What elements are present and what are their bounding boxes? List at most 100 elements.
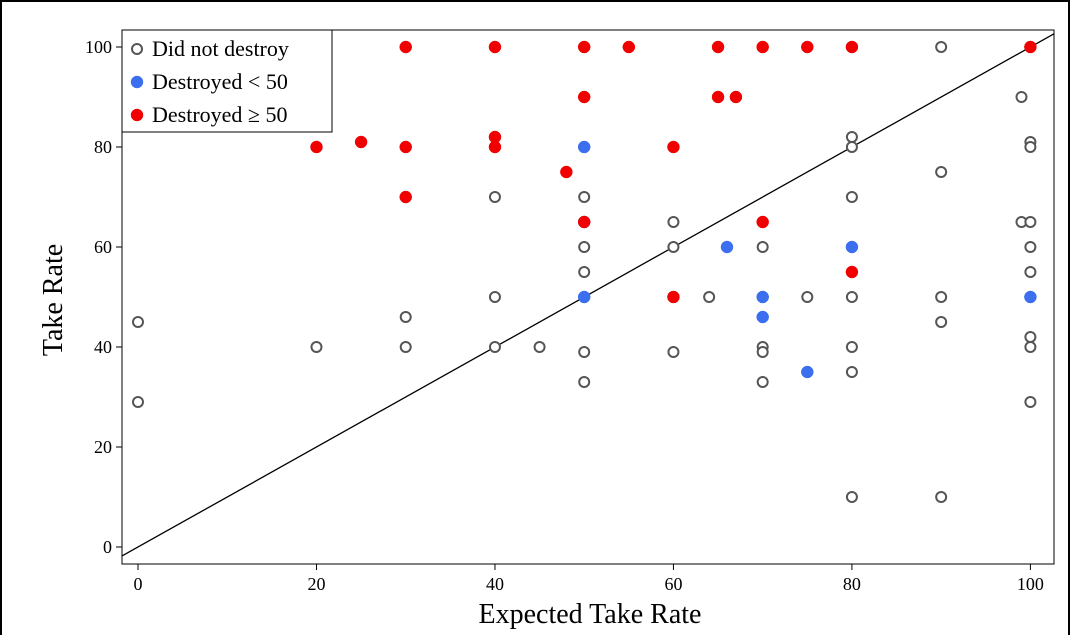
data-point (845, 341, 858, 353)
data-point (1024, 396, 1037, 408)
data-point (711, 90, 725, 104)
data-point (845, 491, 858, 503)
data-point (801, 40, 814, 54)
series-3 (310, 40, 1037, 304)
points-layer (132, 40, 1037, 503)
data-point (577, 40, 591, 54)
legend-marker (130, 75, 144, 89)
data-point (1024, 141, 1037, 153)
y-tick-label: 100 (85, 37, 112, 57)
data-point (667, 241, 680, 253)
data-point (399, 311, 412, 323)
x-tick-label: 0 (134, 574, 143, 594)
legend-box (121, 29, 333, 133)
data-point (488, 191, 501, 203)
data-point (578, 346, 591, 358)
data-point (756, 241, 769, 253)
data-point (845, 40, 859, 54)
legend-label: Did not destroy (152, 36, 289, 61)
data-point (1024, 241, 1037, 253)
data-point (310, 140, 323, 154)
data-point (1015, 91, 1028, 103)
data-point (577, 90, 591, 104)
data-point (756, 310, 769, 324)
data-point (801, 291, 814, 303)
series-2 (577, 140, 1037, 379)
y-tick-label: 20 (94, 437, 112, 457)
data-point (729, 90, 743, 104)
data-point (533, 341, 546, 353)
y-tick-label: 60 (94, 237, 112, 257)
data-point (577, 140, 591, 154)
data-point (667, 216, 680, 228)
data-point (935, 491, 948, 503)
data-point (488, 40, 502, 54)
data-point (935, 291, 948, 303)
data-point (845, 141, 858, 153)
data-point (667, 290, 680, 304)
data-point (578, 266, 591, 278)
data-point (801, 365, 814, 379)
data-point (1024, 290, 1037, 304)
data-point (845, 191, 858, 203)
data-point (845, 131, 858, 143)
data-point (845, 366, 858, 378)
y-tick-label: 0 (103, 537, 112, 557)
data-point (488, 140, 502, 154)
x-tick-label: 20 (307, 574, 325, 594)
axes-layer: 0 20 40 60 80 100 0 20 40 60 80 100 (85, 37, 1044, 594)
legend-marker (130, 108, 144, 122)
data-point (935, 316, 948, 328)
data-point (399, 140, 412, 154)
data-point (578, 191, 591, 203)
data-point (310, 341, 323, 353)
legend-marker (131, 43, 143, 55)
data-point (399, 190, 412, 204)
data-point (1024, 40, 1037, 54)
data-point (622, 40, 636, 54)
data-point (577, 290, 591, 304)
data-point (1024, 266, 1037, 278)
data-point (935, 41, 948, 53)
data-point (845, 291, 858, 303)
data-point (488, 341, 501, 353)
data-point (399, 341, 412, 353)
data-point (756, 376, 769, 388)
data-point (1024, 216, 1037, 228)
data-point (578, 376, 591, 388)
x-tick-label: 100 (1017, 574, 1044, 594)
x-tick-label: 80 (843, 574, 861, 594)
data-point (845, 265, 859, 279)
data-point (1024, 331, 1037, 343)
data-point (756, 215, 769, 229)
y-tick-label: 40 (94, 337, 112, 357)
data-point (720, 240, 734, 254)
data-point (756, 290, 769, 304)
x-tick-label: 40 (486, 574, 504, 594)
data-point (667, 140, 680, 154)
data-point (577, 215, 591, 229)
data-point (399, 40, 412, 54)
data-point (756, 346, 769, 358)
data-point (845, 240, 859, 254)
data-point (132, 396, 144, 408)
data-point (1024, 341, 1037, 353)
data-point (132, 316, 144, 328)
data-point (578, 241, 591, 253)
data-point (560, 165, 573, 179)
data-point (711, 40, 725, 54)
legend-label: Destroyed < 50 (152, 69, 288, 94)
legend-label: Destroyed ≥ 50 (152, 102, 288, 127)
data-point (703, 291, 716, 303)
legend: Did not destroy Destroyed < 50 Destroyed ≥… (121, 29, 333, 133)
data-point (935, 166, 948, 178)
x-axis-title: Expected Take Rate (479, 599, 702, 630)
data-point (354, 135, 368, 149)
y-tick-label: 80 (94, 137, 112, 157)
data-point (756, 40, 769, 54)
data-point (488, 291, 501, 303)
y-axis-title: Take Rate (38, 244, 69, 356)
x-tick-label: 60 (664, 574, 682, 594)
